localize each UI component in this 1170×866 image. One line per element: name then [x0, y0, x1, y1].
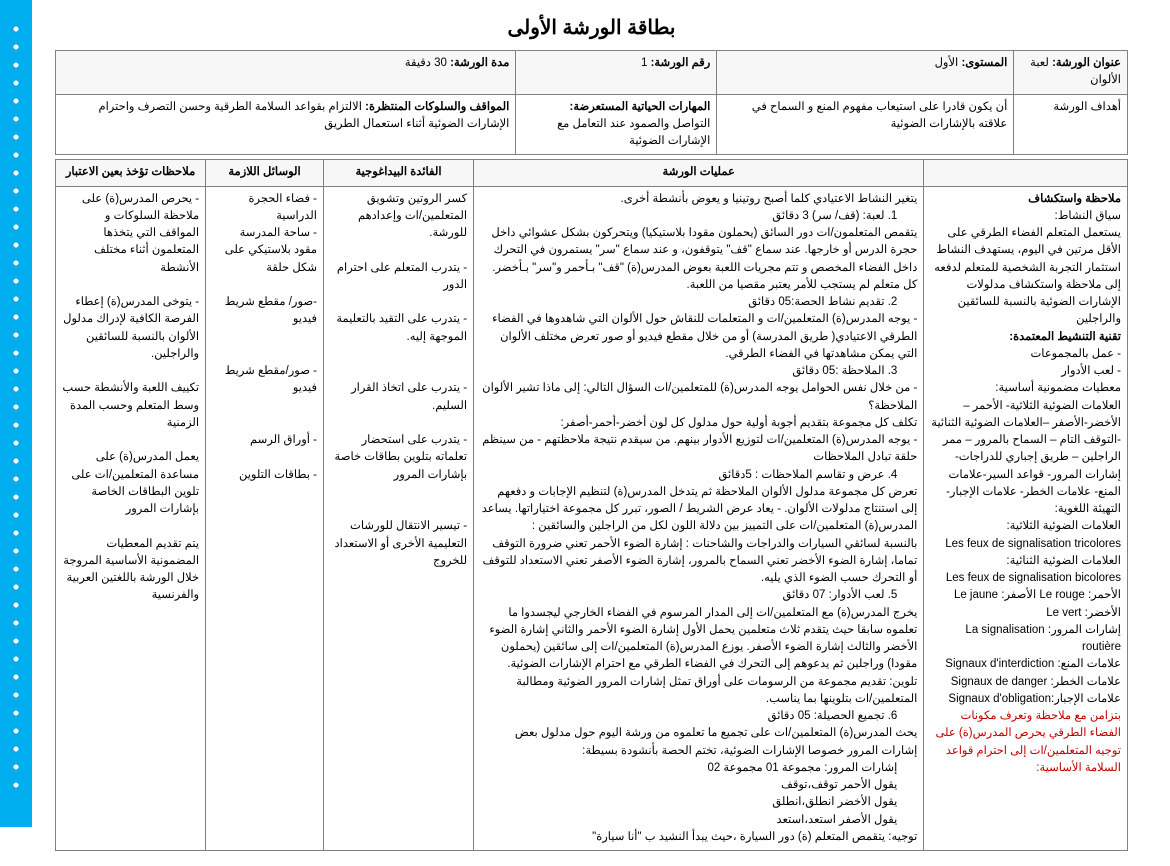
hdr-cell: المواقف والسلوكات المنتظرة: الالتزام بقو…	[56, 94, 516, 155]
col4-body: - فضاء الحجرة الدراسية - ساحة المدرسة مق…	[206, 186, 324, 851]
col3-head: الفائدة البيداغوجية	[324, 160, 474, 186]
col4-head: الوسائل اللازمة	[206, 160, 324, 186]
document-content: بطاقة الورشة الأولى عنوان الورشة: لعبة ا…	[45, 0, 1138, 866]
hdr-cell: أهداف الورشة	[1014, 94, 1128, 155]
col2-body: يتغير النشاط الاعتيادي كلما أصبح روتينيا…	[474, 186, 924, 851]
hdr-cell: المستوى: الأول	[717, 51, 1014, 95]
col2-head: عمليات الورشة	[474, 160, 924, 186]
hdr-cell: عنوان الورشة: لعبة الألوان	[1014, 51, 1128, 95]
hdr-cell: رقم الورشة: 1	[516, 51, 717, 95]
hdr-cell: أن يكون قادرا على استيعاب مفهوم المنع و …	[717, 94, 1014, 155]
hdr-cell: المهارات الحياتية المستعرضة:التواصل والص…	[516, 94, 717, 155]
col1-body: ملاحظة واستكشاف سياق النشاط: يستعمل المت…	[924, 186, 1128, 851]
col5-body: - يحرص المدرس(ة) على ملاحظة السلوكات و ا…	[56, 186, 206, 851]
blue-sidebar	[0, 0, 32, 827]
main-table: عمليات الورشة الفائدة البيداغوجية الوسائ…	[55, 159, 1128, 851]
col5-head: ملاحظات تؤخذ بعين الاعتبار	[56, 160, 206, 186]
page-title: بطاقة الورشة الأولى	[55, 15, 1128, 40]
col3-body: كسر الروتين وتشويق المتعلمين/ات وإعدادهم…	[324, 186, 474, 851]
hdr-cell: مدة الورشة: 30 دقيقة	[56, 51, 516, 95]
header-table: عنوان الورشة: لعبة الألوان المستوى: الأو…	[55, 50, 1128, 155]
col1-head	[924, 160, 1128, 186]
